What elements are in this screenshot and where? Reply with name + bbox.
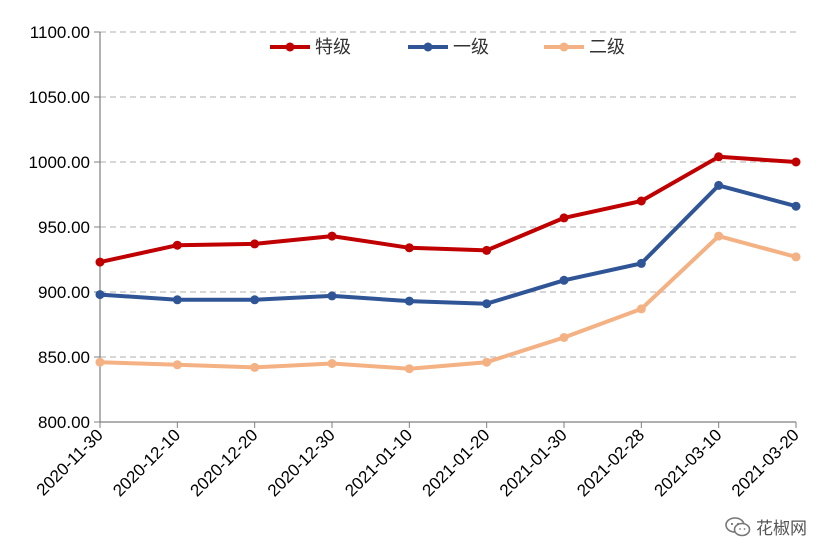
legend-item: 二级 <box>544 37 625 58</box>
data-point <box>482 299 492 309</box>
data-point <box>404 243 414 253</box>
data-point <box>559 333 569 342</box>
x-axis-ticks: 2020-11-30 2020-12-10 2020-12-20 2020-12-30… <box>33 425 803 500</box>
x-tick-label: 2021-01-20 <box>419 425 494 500</box>
data-point <box>172 360 182 370</box>
data-point <box>636 196 646 206</box>
y-tick-label: 1100.00 <box>30 23 90 42</box>
x-tick-label: 2020-11-30 <box>33 425 107 499</box>
x-tick-label: 2021-03-20 <box>728 425 803 500</box>
legend-item: 特级 <box>270 37 351 58</box>
series <box>95 152 801 374</box>
y-tick-label: 850.00 <box>38 348 90 367</box>
y-tick-label: 1000.00 <box>29 153 90 172</box>
data-point <box>482 245 492 255</box>
x-tick-label: 2021-01-30 <box>496 425 571 500</box>
x-tick-label: 2020-12-20 <box>187 425 262 500</box>
data-point <box>327 359 337 368</box>
legend: 特级 一级 二级 <box>270 37 625 58</box>
legend-label: 特级 <box>315 37 351 58</box>
data-point <box>172 240 182 250</box>
y-axis-ticks: 800.00 850.00 900.00 950.00 1000.00 1050.00 11… <box>29 23 90 432</box>
y-tick-label: 1050.00 <box>29 88 90 107</box>
watermark-text: 花椒网 <box>756 519 807 539</box>
x-tick-label: 2021-03-10 <box>651 425 726 500</box>
data-point <box>559 275 569 285</box>
data-point <box>250 295 260 305</box>
legend-item: 一级 <box>408 37 489 58</box>
data-point <box>327 291 337 301</box>
gridlines <box>100 31 796 358</box>
data-point <box>636 304 646 314</box>
x-tick-label: 2021-01-10 <box>341 425 416 500</box>
data-point <box>404 364 414 374</box>
legend-label: 二级 <box>589 37 625 58</box>
series-line <box>99 234 797 371</box>
legend-label: 一级 <box>453 37 489 58</box>
data-point <box>636 258 646 268</box>
data-point <box>327 231 337 241</box>
legend-marker <box>559 42 569 52</box>
x-tick-label: 2020-12-10 <box>109 425 184 500</box>
data-point <box>250 362 260 372</box>
data-point <box>714 152 724 162</box>
series-line <box>99 183 797 306</box>
x-tick-label: 2021-02-28 <box>573 425 648 500</box>
data-point <box>482 357 492 367</box>
data-point <box>95 290 105 300</box>
data-point <box>714 231 724 241</box>
data-point <box>791 157 801 167</box>
data-point <box>791 252 801 262</box>
data-point <box>404 296 414 306</box>
y-tick-label: 800.00 <box>38 413 90 432</box>
data-point <box>559 213 569 223</box>
wechat-icon <box>725 516 751 536</box>
axes <box>94 31 797 428</box>
data-point <box>714 180 724 190</box>
data-point <box>250 239 260 249</box>
watermark: 花椒网 <box>725 514 807 539</box>
data-point <box>172 295 182 305</box>
legend-marker <box>285 42 295 52</box>
data-point <box>95 257 105 267</box>
x-tick-label: 2020-12-30 <box>264 425 339 500</box>
y-tick-label: 900.00 <box>38 283 90 302</box>
series-line <box>99 154 797 265</box>
data-point <box>791 201 801 211</box>
data-point <box>95 357 105 367</box>
legend-marker <box>423 42 433 52</box>
y-tick-label: 950.00 <box>38 218 90 237</box>
